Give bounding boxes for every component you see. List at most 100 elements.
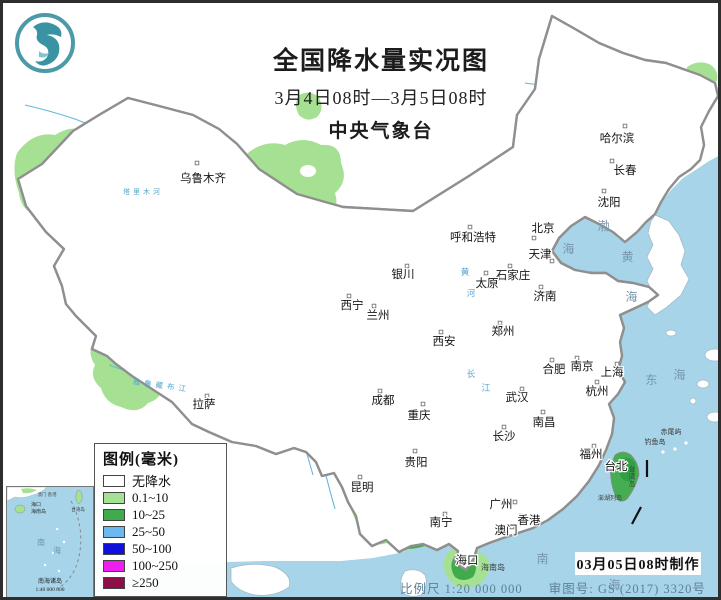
inset-mainland <box>6 486 48 502</box>
city-label: 拉萨 <box>193 397 216 411</box>
city-label: 昆明 <box>351 481 374 494</box>
city-label: 北京 <box>532 221 555 235</box>
inset-hainan-label: 海南岛 <box>31 508 46 515</box>
inset-hainan <box>14 504 26 514</box>
legend-item: 100~250 <box>101 557 220 574</box>
sea-label: 黄 <box>621 250 634 264</box>
inset-taiwan <box>75 490 83 505</box>
korea-peninsula <box>646 214 690 316</box>
city-dot <box>204 393 210 399</box>
city-dot <box>467 224 473 230</box>
city-dot <box>483 270 489 276</box>
city-label: 郑州 <box>492 324 515 338</box>
city-dot <box>371 303 377 309</box>
city-label: 天津 <box>529 248 552 261</box>
city-dot <box>518 513 524 519</box>
city-label: 银川 <box>392 267 415 281</box>
legend-item: 0.1~10 <box>101 489 220 506</box>
legend-swatch <box>103 491 125 504</box>
city-dot <box>591 443 597 449</box>
title-period: 3月4日08时—3月5日08时 <box>274 88 488 108</box>
sea-label: 渤 <box>597 219 610 233</box>
city-label: 乌鲁木齐 <box>180 171 226 185</box>
city-dot <box>453 556 459 562</box>
map-scale: 比例尺 1:20 000 000 <box>400 582 523 596</box>
taiwan-island <box>610 451 640 502</box>
nmc-logo <box>13 11 77 75</box>
sea-label: 海 <box>562 241 575 256</box>
river-label: 长 <box>466 368 475 379</box>
sea-label: 海 <box>625 289 638 304</box>
island-label: 钓鱼岛 <box>645 437 666 446</box>
river-label: 江 <box>481 383 490 393</box>
production-time-box: 03月05日08时制作 <box>575 552 701 575</box>
approval-number: 审图号: GS (2017) 3320号 <box>548 582 706 596</box>
island-label: 澎湖列岛 <box>598 494 622 502</box>
city-label: 广州 <box>490 498 513 511</box>
inset-scale-label: 1:40 000 000 <box>35 587 64 593</box>
page-title: 全国降水量实况图 <box>272 48 490 75</box>
city-dot <box>622 123 628 129</box>
city-dot <box>574 355 580 361</box>
inset-taiwan-label: 台湾岛 <box>71 506 85 513</box>
city-dot <box>507 263 513 269</box>
city-dot <box>549 357 555 363</box>
legend-label: 0.1~10 <box>132 489 169 505</box>
city-dot <box>601 188 607 194</box>
city-dot <box>621 460 627 466</box>
river-label: 塔里木河 <box>123 187 163 196</box>
city-label: 武汉 <box>506 391 529 404</box>
title-block: 全国降水量实况图 3月4日08时—3月5日08时 中央气象台 <box>273 41 489 143</box>
legend-swatch <box>103 508 125 521</box>
city-label: 贵阳 <box>405 456 428 469</box>
city-label: 西宁 <box>341 298 364 312</box>
city-label: 呼和浩特 <box>450 230 496 244</box>
city-label: 南京 <box>571 359 594 373</box>
city-dot <box>442 511 448 517</box>
sea-label: 海 <box>673 367 686 382</box>
city-dot <box>549 258 555 264</box>
legend-box: 图例(毫米) 无降水 0.1~10 10~25 25~50 50~100 100~250 ≥… <box>94 443 227 597</box>
city-dot <box>404 263 410 269</box>
inset-haikou-label: 海口 <box>31 501 41 508</box>
legend-swatch <box>103 542 125 555</box>
river-label: 河 <box>467 288 476 298</box>
inset-sea-label-2: 海 <box>53 545 61 555</box>
legend-swatch <box>103 559 125 572</box>
city-dot <box>346 293 352 299</box>
legend-label: 10~25 <box>132 506 166 522</box>
city-label: 西安 <box>433 334 456 348</box>
legend-label: 25~50 <box>132 523 166 539</box>
island-label: 赤尾屿 <box>661 427 682 436</box>
city-label: 合肥 <box>543 362 566 376</box>
legend-label: 100~250 <box>132 557 179 573</box>
city-label: 上海 <box>601 365 624 379</box>
city-label: 重庆 <box>408 408 431 422</box>
city-dot <box>420 401 426 407</box>
city-dot <box>501 424 507 430</box>
city-dot <box>512 499 518 505</box>
sea-label: 东 <box>645 373 658 387</box>
legend-item: ≥250 <box>101 574 220 591</box>
legend-label: 50~100 <box>132 540 172 556</box>
city-dot <box>540 409 546 415</box>
city-dot <box>609 158 615 164</box>
legend-item: 无降水 <box>101 472 220 489</box>
city-dot <box>194 160 200 166</box>
city-dot <box>531 235 537 241</box>
vietnam-land <box>230 563 291 596</box>
inset-islands <box>43 527 66 573</box>
city-label: 成都 <box>372 394 395 407</box>
legend-title: 图例(毫米) <box>103 452 179 468</box>
city-label: 哈尔滨 <box>600 131 635 145</box>
island-label: 台湾岛 <box>629 464 636 488</box>
south-china-sea-inset: 澳门 香港 海口 海南岛 台湾岛 南 海 南海诸岛 1:40 000 000 <box>6 486 94 597</box>
legend-swatch <box>103 525 125 538</box>
city-label: 沈阳 <box>598 195 621 209</box>
city-label: 海口 <box>456 553 479 567</box>
inset-sea-label-1: 南 <box>37 537 45 547</box>
legend-item: 50~100 <box>101 540 220 557</box>
legend-item: 25~50 <box>101 523 220 540</box>
city-label: 兰州 <box>367 309 390 322</box>
